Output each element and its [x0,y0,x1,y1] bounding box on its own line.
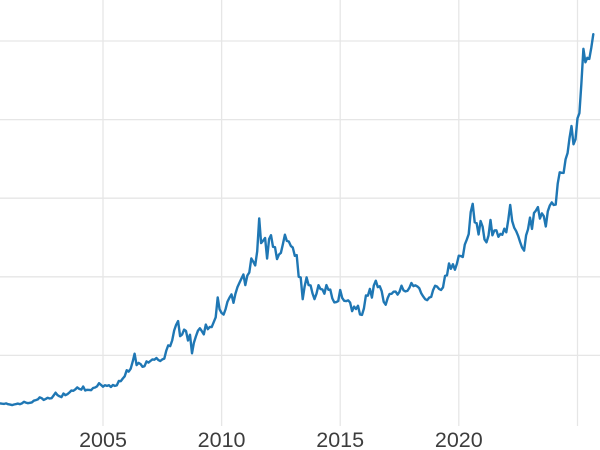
price-line [0,33,595,407]
x-tick-label-2005: 2005 [79,428,127,450]
x-tick-label-2015: 2015 [316,428,364,450]
x-tick-label-2010: 2010 [198,428,246,450]
x-tick-label-2020: 2020 [435,428,483,450]
x-axis-tick-labels: 2005 2010 2015 2020 [79,428,483,450]
grid-layer [0,0,600,426]
series-layer [0,33,595,407]
